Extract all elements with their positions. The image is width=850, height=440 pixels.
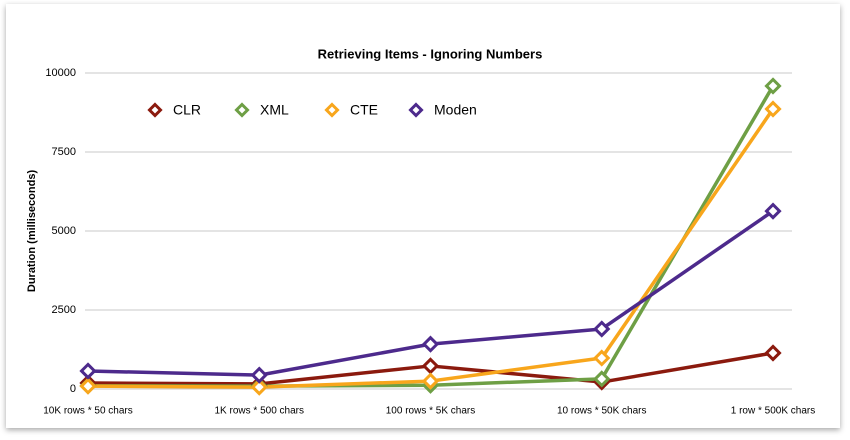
point [593,370,611,388]
grid [85,72,792,390]
y-tick-label: 2500 [52,304,76,316]
x-tick-label: 10 rows * 50K chars [557,406,647,417]
point [421,335,440,353]
point [764,100,782,118]
x-tick-label: 10K rows * 50 chars [43,406,133,417]
y-axis-label: Duration (milliseconds) [26,170,38,293]
legend-label: Moden [434,102,477,118]
point [764,202,782,220]
legend-swatch [324,102,340,118]
point [421,357,440,375]
point [764,344,782,362]
point [593,320,611,338]
x-tick-label: 1K rows * 500 chars [215,406,305,417]
legend-item: XML [234,102,289,118]
y-tick-label: 10000 [45,67,76,79]
chart-title: Retrieving Items - Ignoring Numbers [318,46,543,61]
legend-item: CTE [324,102,378,118]
point [421,372,440,390]
plot [79,77,782,396]
point [764,77,782,95]
x-tick-label: 100 rows * 5K chars [386,406,476,417]
legend-swatch [234,102,250,118]
legend-swatch [147,102,163,118]
point [79,362,97,380]
legend-item: Moden [408,102,477,118]
point [250,366,268,384]
legend-swatch [408,102,424,118]
x-tick-label: 1 row * 500K chars [731,406,816,417]
point [593,349,611,367]
legend-item: CLR [147,102,201,118]
y-tick-label: 7500 [52,146,76,158]
y-tick-label: 0 [70,383,76,395]
point [79,377,97,395]
legend-label: XML [260,102,289,118]
point [250,378,268,396]
legend-label: CTE [350,102,378,118]
y-tick-label: 5000 [52,225,76,237]
legend-label: CLR [173,102,201,118]
